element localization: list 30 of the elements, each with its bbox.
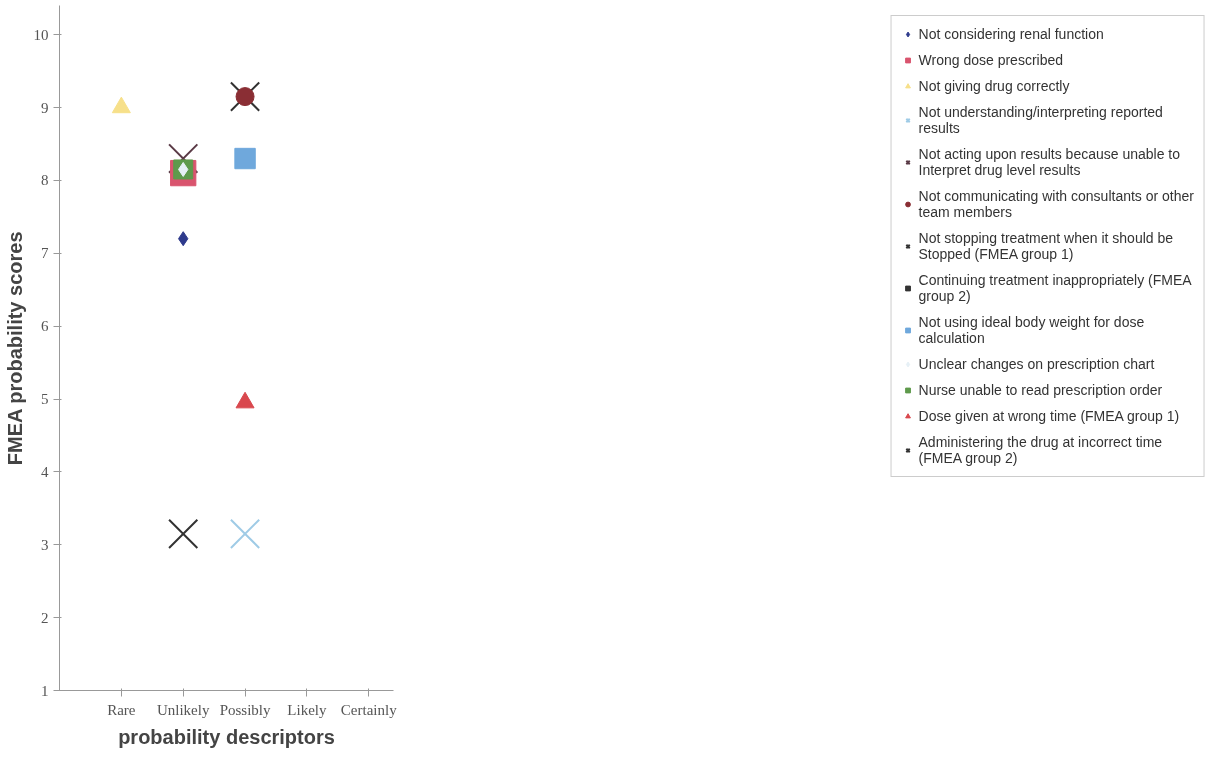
y-tick-label: 1 <box>41 682 49 699</box>
legend-label: Dose given at wrong time (FMEA group 1) <box>918 408 1180 424</box>
legend-label: Wrong dose prescribed <box>918 52 1064 68</box>
y-tick-label: 10 <box>33 26 49 43</box>
x-tick-label: Unlikely <box>156 701 210 718</box>
legend-label: Not stopping treatment when it should be Stopped (FMEA group 1) <box>918 230 1174 262</box>
legend-label: Continuing treatment inappropriately (FMEA group 2) <box>918 272 1192 304</box>
legend-label: Not considering renal function <box>918 26 1104 42</box>
y-tick-label: 7 <box>41 245 49 262</box>
legend-label: Not communicating with consultants or other team members <box>918 188 1194 220</box>
legend-label: Not acting upon results because unable to Interpret drug level results <box>918 146 1181 178</box>
x-tick-label: Possibly <box>219 701 271 718</box>
y-tick-label: 5 <box>41 391 49 408</box>
y-tick-label: 8 <box>41 172 49 189</box>
y-tick-label: 2 <box>41 609 49 626</box>
x-tick-label: Certainly <box>340 701 398 718</box>
y-tick-label: 9 <box>41 99 49 116</box>
y-tick-label: 4 <box>41 463 49 480</box>
x-tick-label: Rare <box>107 701 136 718</box>
x-tick-label: Likely <box>287 701 327 718</box>
legend-label: Administering the drug at incorrect time (FMEA group 2) <box>918 434 1163 466</box>
y-axis-title: FMEA probability scores <box>3 231 26 466</box>
legend-label: Nurse unable to read prescription order <box>918 382 1163 398</box>
legend-label: Not giving drug correctly <box>918 78 1070 94</box>
y-tick-label: 3 <box>41 536 49 553</box>
legend-label: Not understanding/interpreting reported results <box>918 104 1163 136</box>
legend-label: Not using ideal body weight for dose calculation <box>918 314 1145 346</box>
y-tick-label: 6 <box>41 318 49 335</box>
x-axis-title: probability descriptors <box>118 725 335 748</box>
legend-label: Unclear changes on prescription chart <box>918 356 1155 372</box>
